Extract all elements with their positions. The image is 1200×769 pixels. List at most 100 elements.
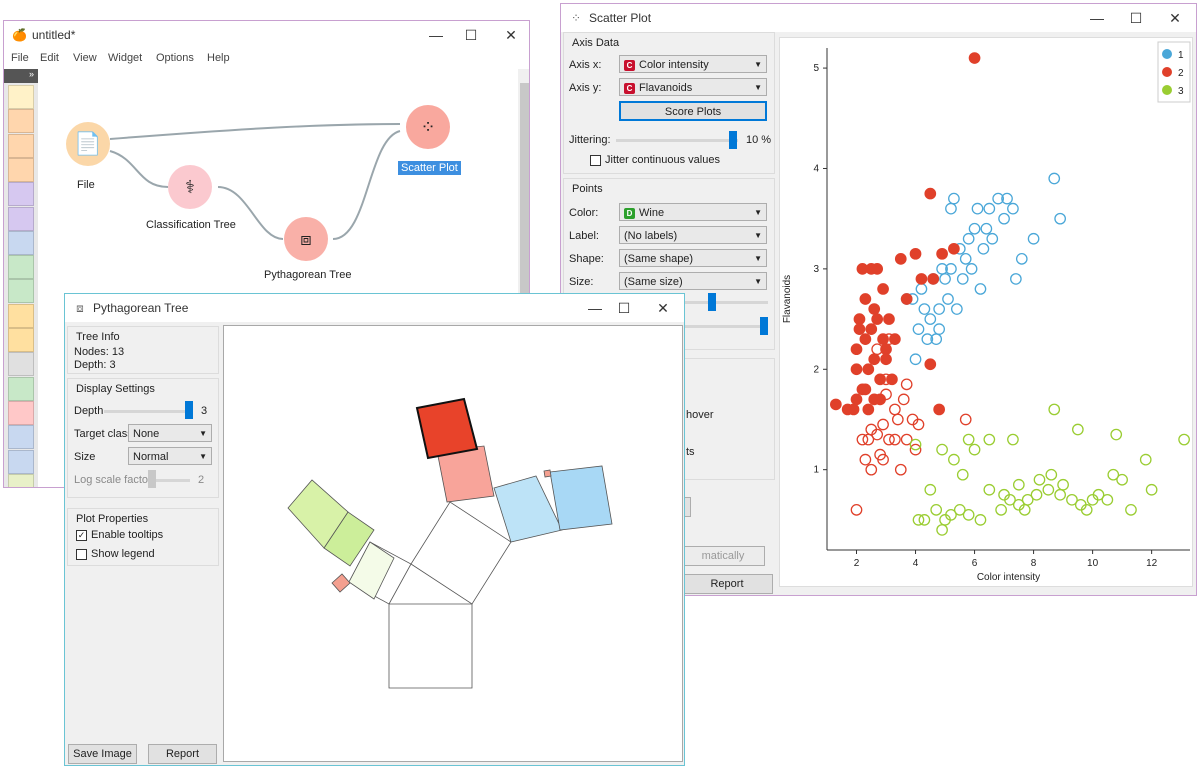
node-file[interactable]: 📄 [66,122,110,166]
scatter-point[interactable] [1139,453,1152,466]
toolbox-widget-icon[interactable] [8,400,34,425]
scatter-point[interactable] [915,283,928,295]
pythagorean-report-button[interactable]: Report [148,744,217,764]
jitter-continuous-checkbox[interactable] [590,155,601,166]
scatter-point[interactable] [1030,488,1043,501]
scatter-point[interactable] [968,443,981,456]
scatter-report-button[interactable]: Report [681,574,773,594]
scatter-point[interactable] [948,192,960,205]
scatter-point[interactable] [936,443,948,456]
scatter-point[interactable] [894,252,907,265]
scatter-point[interactable] [962,232,975,245]
maximize-button[interactable]: ☐ [617,300,631,316]
menu-options[interactable]: Options [156,52,194,64]
scatter-point[interactable] [1110,428,1123,441]
scatter-point[interactable] [936,524,948,536]
tree-square-mid-red[interactable] [415,397,479,460]
shape-combo[interactable]: (Same shape) ▼ [619,249,767,267]
scatter-point[interactable] [945,263,957,275]
link-tree-pythagorean[interactable] [217,186,284,240]
node-classification-tree[interactable]: ⚕ [168,165,212,209]
scatter-point[interactable] [912,323,925,335]
scatter-point[interactable] [850,393,863,406]
toolbox-widget-icon[interactable] [8,279,34,304]
scrollbar-thumb[interactable] [520,83,529,303]
toolbox-widget-icon[interactable] [8,473,34,487]
scatter-point[interactable] [1007,433,1019,446]
scatter-point[interactable] [909,438,922,451]
axis-x-combo[interactable]: C Color intensity ▼ [619,55,767,73]
scatter-point[interactable] [933,303,945,315]
scatter-point[interactable] [971,202,984,215]
node-scatter-plot[interactable]: ⁘ [406,105,450,149]
scatter-point[interactable] [850,503,863,516]
log-scale-slider-track[interactable] [148,479,190,482]
toolbox-widget-icon[interactable] [8,85,34,109]
minimize-button[interactable]: — [1090,10,1104,26]
scatter-point[interactable] [974,514,987,526]
scatter-point[interactable] [1125,503,1137,516]
toolbox-header[interactable]: » [4,69,38,83]
size-combo[interactable]: Normal ▼ [128,447,212,465]
scatter-point[interactable] [894,463,907,476]
tree-square-root[interactable] [388,603,473,689]
toolbox-widget-icon[interactable] [8,425,34,450]
toolbox-widget-icon[interactable] [8,376,34,401]
score-plots-button[interactable]: Score Plots [619,101,767,121]
scatter-point[interactable] [953,503,966,516]
scatter-point[interactable] [880,388,892,401]
scatter-point[interactable] [900,293,913,305]
scatter-point[interactable] [968,52,981,64]
scatter-point[interactable] [877,283,889,295]
toolbox-widget-icon[interactable] [8,328,34,352]
color-combo[interactable]: D Wine ▼ [619,203,767,221]
close-button[interactable]: ✕ [505,27,517,43]
link-pythagorean-scatter[interactable] [332,130,401,240]
scatter-point[interactable] [915,273,928,285]
scatter-point[interactable] [1054,212,1066,225]
toolbox-widget-icon[interactable] [8,182,34,207]
scatter-point[interactable] [859,333,872,346]
scatter-point[interactable] [951,303,963,315]
scatter-point[interactable] [865,323,878,335]
scatter-point[interactable] [880,353,892,366]
scatter-point[interactable] [945,202,957,215]
scatter-point[interactable] [983,202,996,215]
scatter-point[interactable] [871,343,884,356]
toolbox-widget-icon[interactable] [8,303,34,328]
scatter-point[interactable] [933,323,945,335]
scatter-point[interactable] [995,503,1007,516]
scatter-point[interactable] [924,483,937,496]
symbol-size-slider-track[interactable] [684,325,768,328]
scatter-point[interactable] [1048,403,1061,416]
scatter-point[interactable] [853,313,866,325]
depth-slider-track[interactable] [104,410,192,413]
tree-square-left-red-tiny[interactable] [331,573,351,593]
scatter-point[interactable] [1012,478,1025,491]
menu-edit[interactable]: Edit [40,52,59,64]
scatter-point[interactable] [912,418,925,431]
target-class-combo[interactable]: None ▼ [128,424,212,442]
scatter-point[interactable] [1057,478,1069,491]
scatter-point[interactable] [1072,423,1084,436]
scatter-point[interactable] [1027,232,1040,245]
scatter-point[interactable] [900,378,913,391]
toolbox-widget-icon[interactable] [8,157,34,182]
scatter-point[interactable] [874,448,886,461]
scatter-point[interactable] [1066,493,1078,506]
scatter-point[interactable] [1048,172,1061,185]
scatter-point[interactable] [871,263,884,275]
scatter-point[interactable] [918,303,931,315]
minimize-button[interactable]: — [429,27,443,43]
toolbox-widget-icon[interactable] [8,449,34,474]
scatter-point[interactable] [986,232,999,245]
scatter-point[interactable] [959,413,972,426]
scatter-point[interactable] [1001,192,1013,205]
scatter-point[interactable] [1054,488,1066,501]
scatter-point[interactable] [1145,483,1158,496]
tree-square-right-red-tiny[interactable] [543,469,552,478]
tree-square-right-blue-1[interactable] [493,475,563,543]
scatter-point[interactable] [965,263,978,275]
scatter-point[interactable] [1018,503,1031,516]
scatter-point[interactable] [983,483,996,496]
